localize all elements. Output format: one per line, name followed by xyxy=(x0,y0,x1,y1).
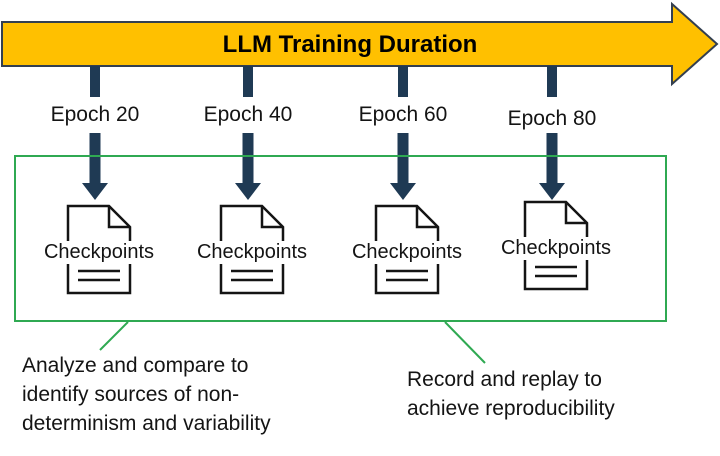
epoch-label: Epoch 40 xyxy=(203,103,293,126)
annotation-line: Record and replay to xyxy=(407,368,602,391)
down-arrow-icon xyxy=(235,133,261,200)
annotation-line: Analyze and compare to xyxy=(22,354,249,377)
down-arrow-icon xyxy=(82,133,108,200)
annotation-record: Record and replay to achieve reproducibi… xyxy=(407,365,615,423)
document-icon xyxy=(66,204,132,295)
down-arrow-icon xyxy=(390,133,416,200)
document-icon xyxy=(219,204,285,295)
checkpoint-label: Checkpoints xyxy=(193,241,311,264)
checkpoint-label: Checkpoints xyxy=(40,241,158,264)
timeline-drop-stem xyxy=(547,66,557,97)
document-icon xyxy=(374,204,440,295)
timeline-drop-stem xyxy=(243,66,253,97)
annotation-analyze: Analyze and compare to identify sources … xyxy=(22,351,271,438)
left-leader-line xyxy=(99,321,129,351)
timeline-drop-stem xyxy=(398,66,408,97)
right-leader-line xyxy=(444,321,486,364)
checkpoints-group-box xyxy=(14,155,667,322)
annotation-line: identify sources of non- xyxy=(22,383,240,406)
annotation-line: determinism and variability xyxy=(22,412,271,435)
epoch-label: Epoch 20 xyxy=(50,103,140,126)
down-arrow-icon xyxy=(539,133,565,200)
right-arrow-icon xyxy=(1,1,719,87)
document-icon xyxy=(523,200,589,291)
checkpoint-label: Checkpoints xyxy=(497,237,615,260)
epoch-label: Epoch 60 xyxy=(358,103,448,126)
timeline-title: LLM Training Duration xyxy=(222,31,478,58)
annotation-line: achieve reproducibility xyxy=(407,397,615,420)
checkpoint-label: Checkpoints xyxy=(348,241,466,264)
timeline-drop-stem xyxy=(90,66,100,97)
epoch-label: Epoch 80 xyxy=(507,107,597,130)
